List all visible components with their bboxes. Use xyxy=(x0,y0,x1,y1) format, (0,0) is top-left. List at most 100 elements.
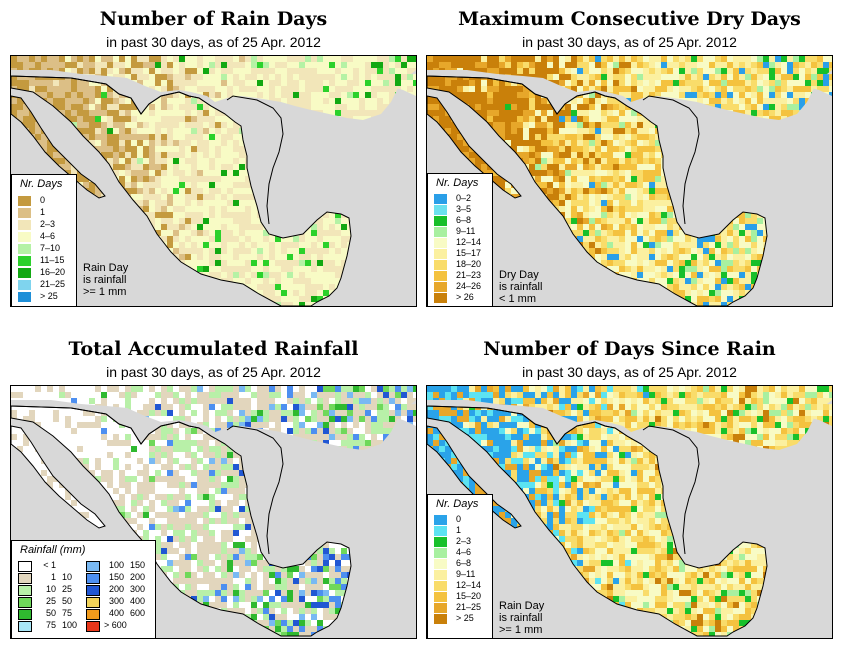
legend-swatch xyxy=(18,280,31,290)
legend-swatch xyxy=(434,570,447,580)
legend-range-low: < 1 xyxy=(43,560,56,570)
legend-swatch xyxy=(86,621,100,632)
legend-range-high: 50 xyxy=(62,596,73,606)
legend-label: 3–5 xyxy=(456,204,472,214)
rain-days-map: Nr. Days 0 1 2–3 4–6 7–10 11–15 16–20 21–25 > 25… xyxy=(10,55,417,307)
panel-title: Number of Rain Days xyxy=(99,8,328,30)
legend-label: 0–2 xyxy=(456,193,472,203)
legend-range-low: 1 xyxy=(50,572,56,582)
legend-swatch xyxy=(86,585,100,596)
legend-label: 11–15 xyxy=(40,255,65,265)
legend-label: 21–25 xyxy=(40,279,66,289)
legend-range-low: 25 xyxy=(45,596,56,606)
legend-swatch xyxy=(18,585,32,596)
legend-label: 0 xyxy=(40,195,46,205)
legend-range-high: 400 xyxy=(130,596,146,606)
legend-swatch xyxy=(434,526,447,536)
panel-title: Number of Days Since Rain xyxy=(483,338,776,360)
panel-subtitle: in past 30 days, as of 25 Apr. 2012 xyxy=(106,34,321,50)
legend-label: 0 xyxy=(456,514,462,524)
legend-swatch xyxy=(434,271,447,281)
legend-label: 16–20 xyxy=(40,267,66,277)
legend-label: 15–20 xyxy=(456,591,482,601)
legend-label: > 26 xyxy=(456,292,474,302)
legend-swatch xyxy=(18,609,32,620)
legend-swatch xyxy=(434,614,447,624)
legend-swatch xyxy=(434,293,447,303)
panel-title: Total Accumulated Rainfall xyxy=(68,338,359,360)
legend-label: 15–17 xyxy=(456,248,482,258)
legend-swatch xyxy=(18,256,31,266)
legend-label: 18–20 xyxy=(456,259,482,269)
country-borders xyxy=(11,75,352,306)
legend-range-low: 100 xyxy=(108,560,124,570)
legend-range-low: > 600 xyxy=(104,620,127,630)
legend-swatch xyxy=(434,227,447,237)
legend-label: 4–6 xyxy=(40,231,56,241)
legend-label: 21–23 xyxy=(456,270,482,280)
legend-swatch xyxy=(18,220,31,230)
legend-swatch xyxy=(434,515,447,525)
panel-dry-days: Maximum Consecutive Dry Days in past 30 … xyxy=(426,8,833,308)
legend-swatch xyxy=(86,573,100,584)
legend-range-high: 25 xyxy=(62,584,73,594)
panel-title: Maximum Consecutive Dry Days xyxy=(458,8,801,30)
country-borders xyxy=(427,75,768,306)
legend-label: 7–10 xyxy=(40,243,61,253)
map-legend: Rainfall (mm) < 1 1 10 10 25 25 50 50 75 75 100 100… xyxy=(11,540,156,638)
legend-swatch xyxy=(434,282,447,292)
legend-range-low: 300 xyxy=(108,596,124,606)
legend-range-high: 600 xyxy=(130,608,146,618)
legend-swatch xyxy=(18,244,31,254)
legend-range-low: 75 xyxy=(45,620,56,630)
legend-swatch xyxy=(18,208,31,218)
legend-range-high: 75 xyxy=(62,608,73,618)
legend-label: 4–6 xyxy=(456,547,472,557)
legend-swatch xyxy=(434,548,447,558)
definition-note: Rain Day is rainfall >= 1 mm xyxy=(499,600,545,636)
legend-swatch xyxy=(18,292,31,302)
legend-label: 12–14 xyxy=(456,580,482,590)
panel-subtitle: in past 30 days, as of 25 Apr. 2012 xyxy=(106,364,321,380)
legend-swatch xyxy=(434,537,447,547)
map-legend: Nr. Days 0 1 2–3 4–6 7–10 11–15 16–20 21–25 > 25 xyxy=(11,174,77,306)
legend-swatch xyxy=(18,232,31,242)
legend-range-low: 10 xyxy=(45,584,56,594)
legend-label: 6–8 xyxy=(456,558,472,568)
legend-label: 2–3 xyxy=(40,219,56,229)
legend-swatch xyxy=(18,597,32,608)
days-since-rain-map: Nr. Days 0 1 2–3 4–6 6–8 9–11 12–14 15–20 21–25 >… xyxy=(426,385,833,639)
legend-label: > 25 xyxy=(456,613,474,623)
map-legend: Nr. Days 0–2 3–5 6–8 9–11 12–14 15–17 18–20 21–… xyxy=(427,173,493,306)
country-borders xyxy=(427,405,768,637)
legend-range-high: 100 xyxy=(62,620,78,630)
legend-swatch xyxy=(434,559,447,569)
legend-swatch xyxy=(434,592,447,602)
panel-subtitle: in past 30 days, as of 25 Apr. 2012 xyxy=(522,34,737,50)
legend-swatch xyxy=(18,196,31,206)
legend-label: 1 xyxy=(456,525,462,535)
legend-label: 1 xyxy=(40,207,46,217)
legend-swatch xyxy=(434,260,447,270)
legend-swatch xyxy=(434,249,447,259)
legend-swatch xyxy=(434,205,447,215)
legend-range-high: 10 xyxy=(62,572,73,582)
legend-swatch xyxy=(434,238,447,248)
legend-label: 24–26 xyxy=(456,281,482,291)
legend-range-low: 50 xyxy=(45,608,56,618)
definition-note: Rain Day is rainfall >= 1 mm xyxy=(83,262,129,298)
legend-range-low: 200 xyxy=(108,584,124,594)
legend-swatch xyxy=(86,609,100,620)
panel-rain-days: Number of Rain Days in past 30 days, as … xyxy=(10,8,417,308)
legend-range-low: 400 xyxy=(108,608,124,618)
legend-title: Nr. Days xyxy=(436,177,479,189)
panel-days-since-rain: Number of Days Since Rain in past 30 day… xyxy=(426,338,833,648)
legend-label: 9–11 xyxy=(456,569,476,579)
legend-swatch xyxy=(434,194,447,204)
legend-swatch xyxy=(18,621,32,632)
legend-label: 9–11 xyxy=(456,226,476,236)
legend-title: Nr. Days xyxy=(20,178,63,190)
legend-range-low: 150 xyxy=(108,572,124,582)
legend-swatch xyxy=(18,268,31,278)
legend-label: 6–8 xyxy=(456,215,472,225)
